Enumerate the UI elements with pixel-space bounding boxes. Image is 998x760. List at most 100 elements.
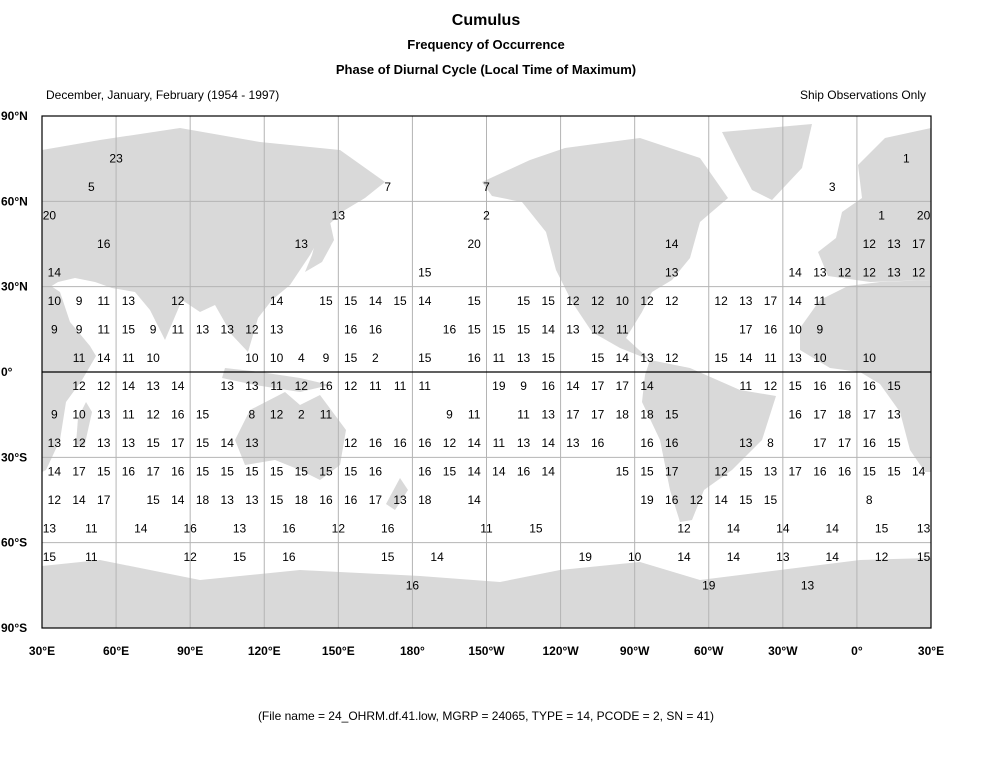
phase-value: 15 xyxy=(418,265,432,279)
latitude-tick-labels: 90°N 60°N 30°N 0° 30°S 60°S 90°S xyxy=(1,109,28,635)
phase-value: 11 xyxy=(493,436,506,450)
phase-value: 16 xyxy=(171,465,185,479)
phase-value: 3 xyxy=(829,180,836,194)
phase-value: 15 xyxy=(542,351,556,365)
phase-value: 13 xyxy=(196,322,210,336)
phase-value: 14 xyxy=(48,465,62,479)
phase-value: 13 xyxy=(245,436,259,450)
phase-value: 9 xyxy=(817,322,824,336)
phase-value: 11 xyxy=(73,351,86,365)
phase-value: 13 xyxy=(776,550,790,564)
phase-value: 16 xyxy=(863,379,877,393)
phase-value: 19 xyxy=(579,550,593,564)
phase-value: 15 xyxy=(319,465,333,479)
phase-value: 13 xyxy=(221,379,235,393)
phase-value: 11 xyxy=(85,521,98,535)
phase-value: 16 xyxy=(813,465,827,479)
phase-value: 15 xyxy=(529,521,543,535)
phase-value: 15 xyxy=(196,436,210,450)
phase-value: 16 xyxy=(183,521,197,535)
phase-value: 15 xyxy=(887,465,901,479)
phase-value: 12 xyxy=(677,521,691,535)
phase-value: 13 xyxy=(122,436,136,450)
phase-value: 12 xyxy=(764,379,778,393)
phase-value: 13 xyxy=(393,493,407,507)
phase-value: 13 xyxy=(270,322,284,336)
land-north-america xyxy=(482,138,728,360)
phase-value: 16 xyxy=(443,322,457,336)
phase-value: 15 xyxy=(739,465,753,479)
phase-value: 9 xyxy=(520,379,527,393)
phase-value: 12 xyxy=(48,493,62,507)
phase-value: 12 xyxy=(863,265,877,279)
phase-value: 16 xyxy=(122,465,136,479)
phase-value: 14 xyxy=(789,294,803,308)
phase-value: 12 xyxy=(912,265,926,279)
map-subtitle-phase: Phase of Diurnal Cycle (Local Time of Ma… xyxy=(335,62,637,77)
phase-value: 12 xyxy=(714,465,728,479)
phase-value: 15 xyxy=(616,465,630,479)
phase-value: 23 xyxy=(109,152,123,166)
phase-value: 17 xyxy=(739,322,753,336)
phase-value: 15 xyxy=(393,294,407,308)
phase-value: 16 xyxy=(591,436,605,450)
phase-value: 14 xyxy=(542,322,556,336)
phase-value: 10 xyxy=(48,294,62,308)
phase-value: 15 xyxy=(344,465,358,479)
phase-value: 12 xyxy=(146,408,160,422)
phase-value: 15 xyxy=(917,550,931,564)
phase-value: 17 xyxy=(863,408,877,422)
phase-value: 10 xyxy=(72,408,86,422)
lon-tick-label: 90°E xyxy=(177,644,203,658)
lat-tick-label: 30°N xyxy=(1,280,28,294)
phase-value: 14 xyxy=(616,351,630,365)
phase-value: 13 xyxy=(665,265,679,279)
phase-value: 11 xyxy=(480,521,493,535)
phase-value: 16 xyxy=(764,322,778,336)
phase-value: 14 xyxy=(122,379,136,393)
phase-value: 14 xyxy=(171,493,185,507)
phase-value: 11 xyxy=(394,379,407,393)
phase-value: 17 xyxy=(591,379,605,393)
lon-tick-label: 30°E xyxy=(918,644,944,658)
source-label: Ship Observations Only xyxy=(799,88,926,102)
phase-value: 16 xyxy=(665,493,679,507)
phase-value: 10 xyxy=(616,294,630,308)
phase-value: 8 xyxy=(249,408,256,422)
phase-value: 13 xyxy=(640,351,654,365)
phase-value: 14 xyxy=(677,550,691,564)
lon-tick-label: 60°E xyxy=(103,644,129,658)
phase-value: 13 xyxy=(566,322,580,336)
phase-value: 15 xyxy=(295,465,309,479)
phase-value: 14 xyxy=(542,436,556,450)
phase-value: 11 xyxy=(517,408,530,422)
phase-value: 16 xyxy=(838,465,852,479)
lon-tick-label: 150°W xyxy=(468,644,505,658)
phase-value: 16 xyxy=(97,237,111,251)
phase-value: 14 xyxy=(739,351,753,365)
phase-value: 11 xyxy=(369,379,382,393)
phase-value: 17 xyxy=(789,465,803,479)
lon-tick-label: 180° xyxy=(400,644,425,658)
phase-value: 11 xyxy=(468,408,481,422)
phase-value: 14 xyxy=(640,379,654,393)
phase-value: 13 xyxy=(122,294,136,308)
phase-value: 12 xyxy=(245,322,259,336)
phase-value: 14 xyxy=(430,550,444,564)
phase-value: 12 xyxy=(591,322,605,336)
phase-value: 12 xyxy=(295,379,309,393)
phase-value: 17 xyxy=(146,465,160,479)
phase-value: 14 xyxy=(776,521,790,535)
phase-value: 12 xyxy=(640,294,654,308)
phase-value: 13 xyxy=(245,379,259,393)
phase-value: 17 xyxy=(616,379,630,393)
phase-value: 13 xyxy=(887,265,901,279)
phase-value: 16 xyxy=(640,436,654,450)
phase-value: 13 xyxy=(517,436,531,450)
phase-value: 11 xyxy=(419,379,432,393)
phase-value: 15 xyxy=(344,351,358,365)
phase-value: 10 xyxy=(813,351,827,365)
phase-value: 14 xyxy=(665,237,679,251)
phase-value: 13 xyxy=(542,408,556,422)
